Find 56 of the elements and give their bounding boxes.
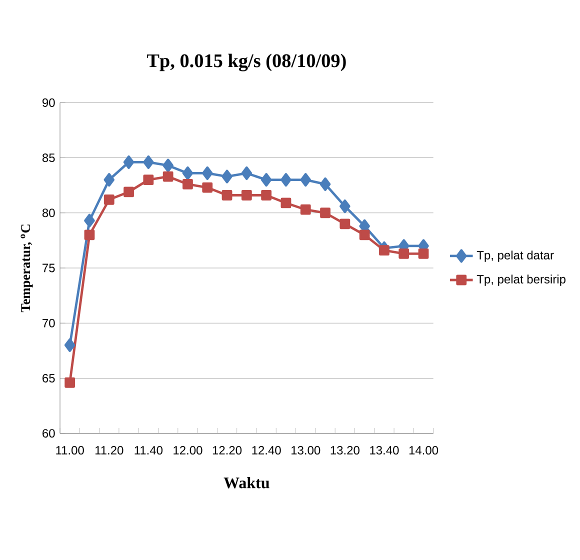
- point: [222, 190, 232, 200]
- point: [222, 170, 232, 184]
- point: [260, 173, 272, 187]
- x-tick-label: 14.00: [409, 446, 438, 455]
- legend-label: Tp, pelat datar: [476, 250, 554, 262]
- point: [398, 248, 410, 259]
- y-tick-label: 60: [42, 429, 55, 438]
- point: [143, 174, 154, 186]
- point: [320, 208, 330, 218]
- point: [104, 173, 115, 187]
- point: [418, 248, 429, 259]
- point: [123, 155, 134, 169]
- point: [202, 166, 213, 180]
- point: [241, 166, 252, 180]
- x-tick-label: 13.40: [370, 446, 399, 455]
- point: [162, 158, 174, 172]
- point: [182, 179, 193, 190]
- point: [202, 182, 213, 193]
- x-tick-label: 11.40: [134, 446, 163, 455]
- chart-title: Tp, 0.015 kg/s (08/10/09): [146, 54, 346, 72]
- x-tick-label: 13.20: [330, 446, 360, 455]
- point: [300, 173, 312, 187]
- point: [143, 155, 154, 169]
- point: [84, 230, 95, 240]
- y-tick-label: 85: [42, 154, 55, 162]
- point: [124, 186, 134, 198]
- point: [320, 177, 331, 192]
- point: [280, 198, 292, 208]
- point: [104, 194, 114, 205]
- point: [379, 245, 390, 256]
- x-axis-title: Waktu: [224, 477, 270, 488]
- x-tick-label: 12.40: [252, 446, 281, 455]
- point: [182, 166, 194, 180]
- point: [340, 199, 350, 214]
- point: [84, 214, 95, 228]
- legend-label: Tp, pelat bersirip: [476, 274, 566, 286]
- point: [64, 377, 76, 388]
- point: [280, 173, 292, 187]
- y-tick-label: 65: [42, 374, 55, 382]
- y-tick-label: 75: [42, 264, 55, 272]
- x-tick-label: 12.00: [174, 446, 202, 455]
- point: [162, 171, 174, 182]
- y-axis-title: Temperatur, $^{o}$C: [20, 224, 33, 312]
- x-tick-label: 13.00: [292, 446, 320, 455]
- y-tick-label: 70: [42, 318, 55, 328]
- point: [300, 204, 311, 215]
- y-tick-label: 90: [42, 98, 55, 107]
- point: [64, 338, 76, 352]
- y-tick-label: 80: [42, 208, 55, 218]
- x-tick-label: 11.00: [56, 446, 84, 455]
- point: [340, 218, 350, 230]
- point: [261, 190, 272, 200]
- point: [359, 230, 370, 240]
- point: [241, 190, 252, 200]
- x-tick-label: 11.20: [95, 446, 124, 455]
- x-tick-label: 12.20: [212, 446, 242, 455]
